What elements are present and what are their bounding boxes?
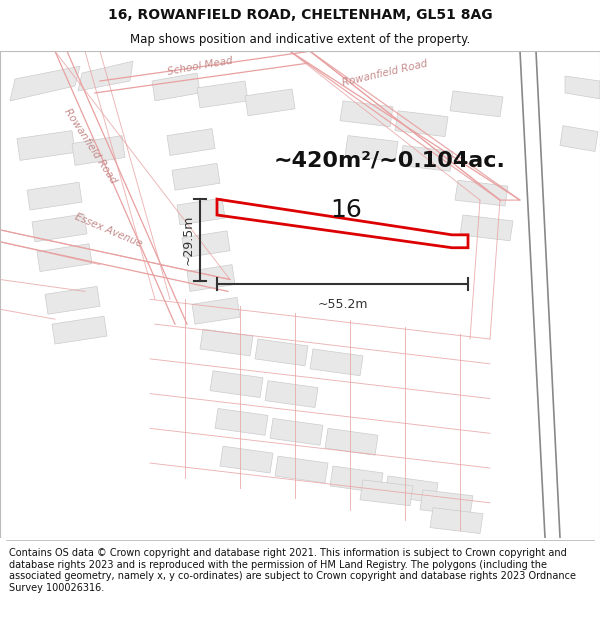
Polygon shape (78, 61, 133, 91)
Text: ~29.5m: ~29.5m (182, 215, 195, 266)
Polygon shape (52, 316, 107, 344)
Polygon shape (450, 91, 503, 117)
Polygon shape (37, 244, 92, 271)
Polygon shape (385, 476, 438, 502)
Polygon shape (255, 339, 308, 366)
Polygon shape (172, 163, 220, 190)
Polygon shape (197, 81, 248, 108)
Polygon shape (330, 466, 383, 493)
Polygon shape (187, 264, 235, 291)
Polygon shape (10, 66, 80, 101)
Text: 16, ROWANFIELD ROAD, CHELTENHAM, GL51 8AG: 16, ROWANFIELD ROAD, CHELTENHAM, GL51 8A… (107, 8, 493, 22)
Polygon shape (400, 146, 453, 171)
Polygon shape (560, 126, 598, 151)
Polygon shape (152, 73, 200, 101)
Polygon shape (340, 101, 393, 127)
Polygon shape (460, 215, 513, 241)
Polygon shape (72, 136, 125, 166)
Polygon shape (430, 508, 483, 534)
Polygon shape (210, 371, 263, 398)
Text: Rowanfield Road: Rowanfield Road (62, 106, 118, 185)
Polygon shape (270, 418, 323, 445)
Polygon shape (220, 446, 273, 473)
Polygon shape (360, 480, 413, 506)
Polygon shape (245, 89, 295, 116)
Polygon shape (32, 214, 87, 242)
Text: Contains OS data © Crown copyright and database right 2021. This information is : Contains OS data © Crown copyright and d… (9, 548, 576, 592)
Polygon shape (177, 198, 225, 225)
Polygon shape (182, 231, 230, 258)
Polygon shape (17, 131, 75, 161)
Polygon shape (192, 298, 240, 324)
Polygon shape (325, 428, 378, 455)
Polygon shape (455, 180, 508, 206)
Polygon shape (395, 111, 448, 137)
Polygon shape (265, 381, 318, 408)
Polygon shape (215, 409, 268, 435)
Text: School Mead: School Mead (167, 56, 233, 77)
Text: Map shows position and indicative extent of the property.: Map shows position and indicative extent… (130, 34, 470, 46)
Polygon shape (27, 182, 82, 210)
Polygon shape (275, 456, 328, 483)
Text: ~420m²/~0.104ac.: ~420m²/~0.104ac. (274, 151, 506, 171)
Polygon shape (200, 329, 253, 356)
Text: ~55.2m: ~55.2m (317, 298, 368, 311)
Text: Essex Avenue: Essex Avenue (73, 211, 143, 249)
Polygon shape (565, 76, 600, 99)
Text: 16: 16 (330, 198, 362, 222)
Polygon shape (345, 136, 398, 161)
Polygon shape (45, 286, 100, 314)
Polygon shape (167, 129, 215, 156)
Polygon shape (420, 490, 473, 516)
Polygon shape (310, 349, 363, 376)
Text: Rowanfield Road: Rowanfield Road (341, 58, 428, 88)
